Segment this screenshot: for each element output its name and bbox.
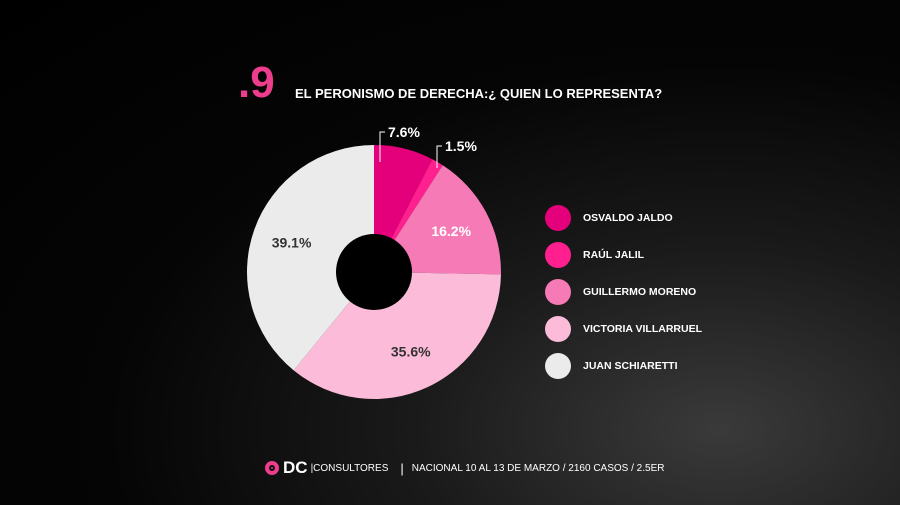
slice-label-4: 39.1% <box>272 235 312 251</box>
legend-item: VICTORIA VILLARRUEL <box>545 310 702 347</box>
brand: |CONSULTORES <box>310 462 389 474</box>
logo-text: DC <box>283 458 308 477</box>
chart-number: .9 <box>238 58 275 107</box>
legend-swatch <box>545 278 571 305</box>
pie-slice-2 <box>374 165 501 275</box>
legend-label: OSVALDO JALDO <box>583 211 673 224</box>
legend-label: VICTORIA VILLARRUEL <box>583 322 703 335</box>
legend-swatch <box>545 352 571 379</box>
slice-label-1: 1.5% <box>445 138 477 154</box>
legend-item: GUILLERMO MORENO <box>545 273 702 310</box>
footer: DC |CONSULTORES | NACIONAL 10 AL 13 DE M… <box>265 458 664 478</box>
slice-label-0: 7.6% <box>388 124 420 140</box>
slice-label-2: 16.2% <box>431 223 471 239</box>
legend-swatch <box>545 315 571 342</box>
pie-slice-3 <box>293 272 501 399</box>
donut-hole <box>336 234 412 310</box>
legend-swatch <box>545 204 571 231</box>
legend: OSVALDO JALDO RAÚL JALIL GUILLERMO MOREN… <box>545 199 702 384</box>
survey-info: NACIONAL 10 AL 13 DE MARZO / 2160 CASOS … <box>411 462 665 474</box>
logo-icon <box>265 461 279 475</box>
chart-title: EL PERONISMO DE DERECHA:¿ QUIEN LO REPRE… <box>295 86 663 101</box>
divider: | <box>400 460 404 476</box>
legend-item: OSVALDO JALDO <box>545 199 702 236</box>
legend-label: JUAN SCHIARETTI <box>583 359 678 372</box>
legend-item: RAÚL JALIL <box>545 236 702 273</box>
slice-label-3: 35.6% <box>391 343 431 359</box>
leader-line <box>436 145 442 168</box>
leader-line <box>379 131 385 162</box>
pie-slice-4 <box>247 145 374 371</box>
legend-label: RAÚL JALIL <box>583 248 645 261</box>
legend-item: JUAN SCHIARETTI <box>545 347 702 384</box>
legend-label: GUILLERMO MORENO <box>583 285 697 298</box>
legend-swatch <box>545 241 571 268</box>
